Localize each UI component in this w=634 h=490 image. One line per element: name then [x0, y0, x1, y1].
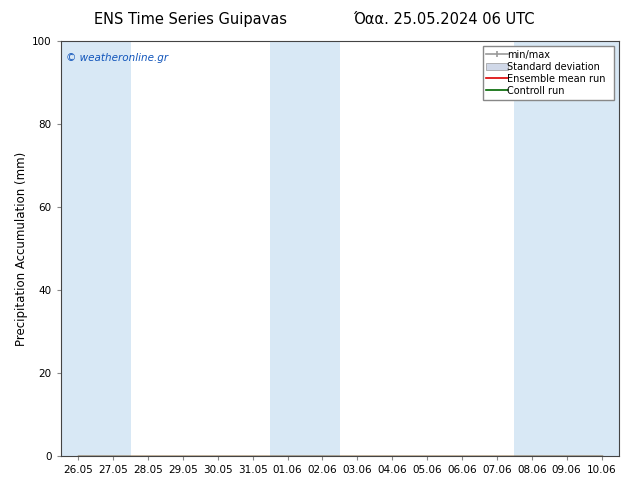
Text: ENS Time Series Guipavas: ENS Time Series Guipavas: [94, 12, 287, 27]
Text: Όαα. 25.05.2024 06 UTC: Όαα. 25.05.2024 06 UTC: [353, 12, 534, 27]
Text: © weatheronline.gr: © weatheronline.gr: [67, 53, 169, 64]
Bar: [61, 41, 131, 456]
Bar: [514, 41, 619, 456]
Bar: [270, 41, 340, 456]
Legend: min/max, Standard deviation, Ensemble mean run, Controll run: min/max, Standard deviation, Ensemble me…: [482, 46, 614, 99]
Y-axis label: Precipitation Accumulation (mm): Precipitation Accumulation (mm): [15, 151, 28, 345]
